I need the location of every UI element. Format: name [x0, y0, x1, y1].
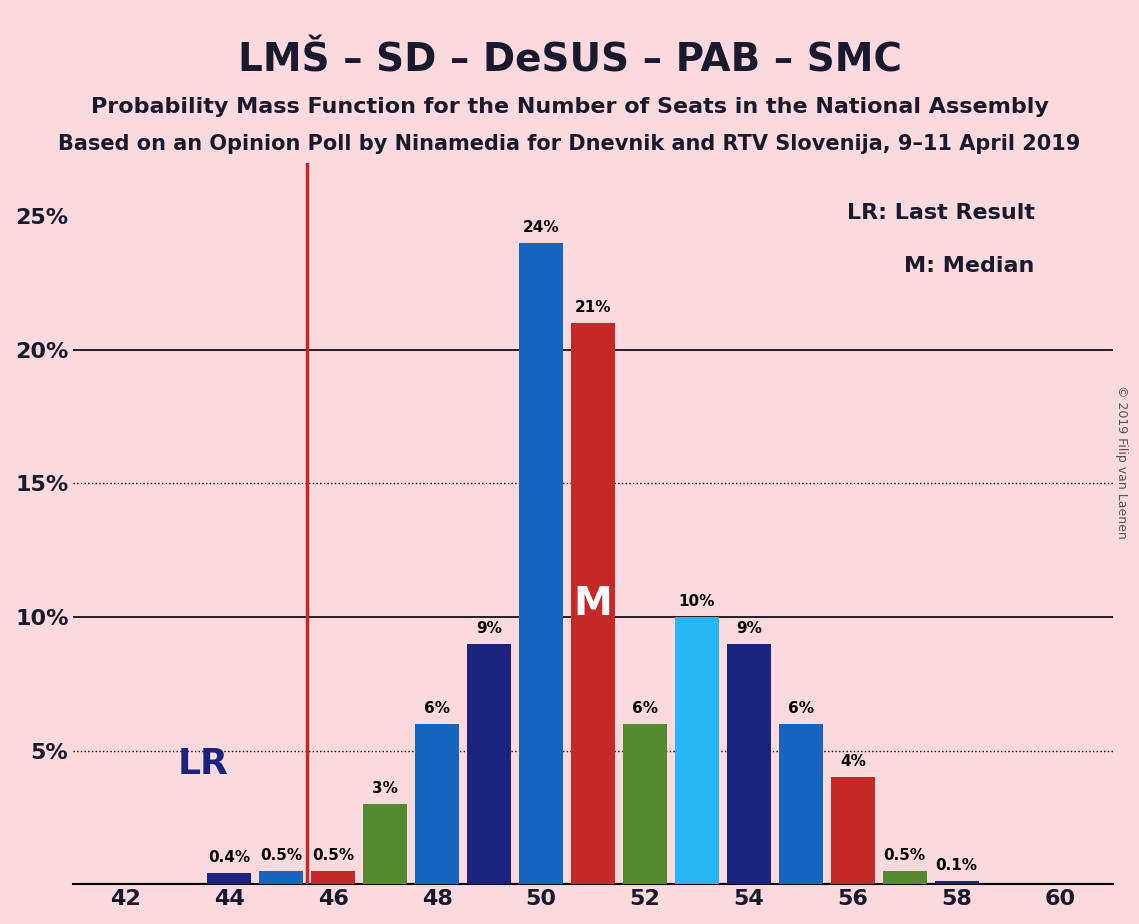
Text: M: M: [574, 585, 613, 623]
Bar: [311, 870, 355, 884]
Bar: [935, 881, 978, 884]
Text: Based on an Opinion Poll by Ninamedia for Dnevnik and RTV Slovenija, 9–11 April : Based on an Opinion Poll by Ninamedia fo…: [58, 134, 1081, 154]
Bar: [363, 804, 408, 884]
Text: 0.5%: 0.5%: [884, 847, 926, 863]
Text: 6%: 6%: [632, 700, 658, 716]
Text: 9%: 9%: [736, 621, 762, 636]
Text: 0.5%: 0.5%: [312, 847, 354, 863]
Bar: [674, 617, 719, 884]
Text: LR: LR: [178, 747, 229, 781]
Text: 24%: 24%: [523, 220, 559, 235]
Text: 10%: 10%: [679, 594, 715, 609]
Bar: [415, 723, 459, 884]
Bar: [207, 873, 252, 884]
Bar: [727, 644, 771, 884]
Text: M: Median: M: Median: [904, 256, 1034, 276]
Text: 0.1%: 0.1%: [936, 858, 977, 873]
Bar: [260, 870, 303, 884]
Bar: [623, 723, 667, 884]
Text: 21%: 21%: [575, 300, 612, 315]
Text: 0.4%: 0.4%: [208, 850, 251, 866]
Bar: [779, 723, 822, 884]
Text: 6%: 6%: [788, 700, 814, 716]
Text: LR: Last Result: LR: Last Result: [846, 203, 1034, 223]
Text: 0.5%: 0.5%: [260, 847, 302, 863]
Text: 6%: 6%: [424, 700, 450, 716]
Bar: [830, 777, 875, 884]
Text: 9%: 9%: [476, 621, 502, 636]
Bar: [571, 323, 615, 884]
Text: Probability Mass Function for the Number of Seats in the National Assembly: Probability Mass Function for the Number…: [91, 97, 1048, 117]
Text: 3%: 3%: [372, 781, 398, 796]
Bar: [467, 644, 511, 884]
Text: 4%: 4%: [839, 754, 866, 770]
Text: LMŠ – SD – DeSUS – PAB – SMC: LMŠ – SD – DeSUS – PAB – SMC: [238, 42, 901, 79]
Text: © 2019 Filip van Laenen: © 2019 Filip van Laenen: [1115, 385, 1129, 539]
Bar: [519, 243, 563, 884]
Bar: [883, 870, 927, 884]
